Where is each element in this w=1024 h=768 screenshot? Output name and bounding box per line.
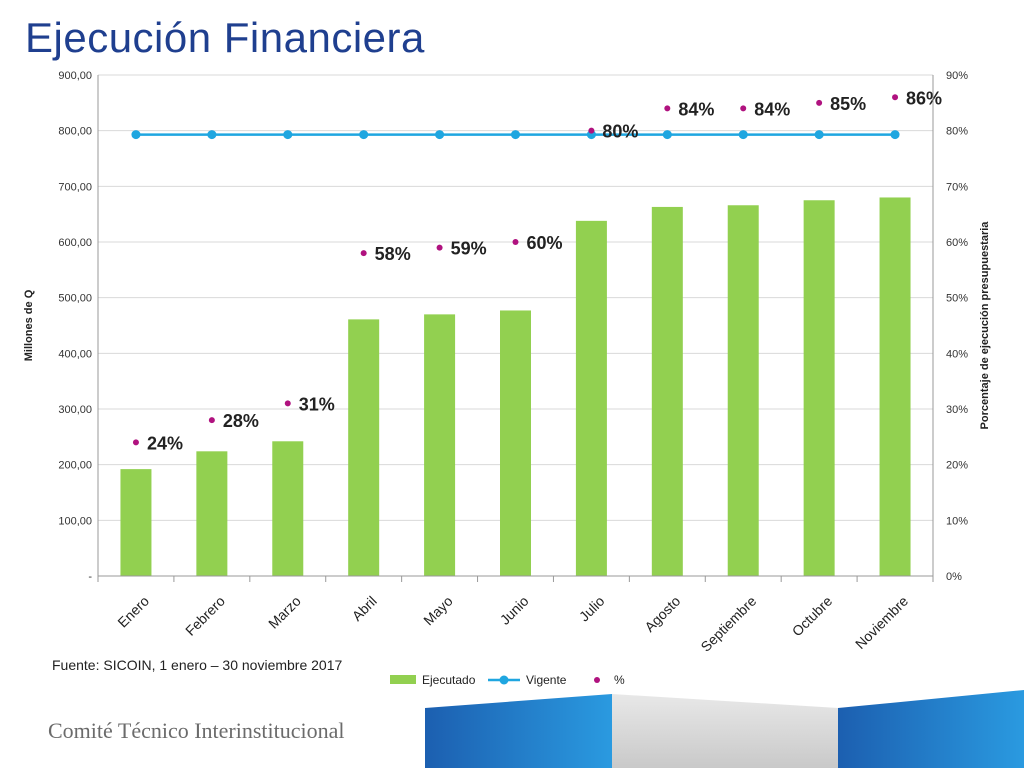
vigente-point	[435, 130, 445, 140]
vigente-point	[662, 130, 672, 140]
percent-point	[436, 244, 443, 251]
ejecutado-bar	[424, 314, 456, 576]
vigente-point	[359, 130, 369, 140]
ejecutado-bar	[727, 205, 759, 576]
percent-label: 58%	[375, 244, 411, 264]
y2-tick-label: 30%	[946, 404, 968, 416]
legend-swatch-ejecutado	[390, 675, 416, 684]
y2-tick-label: 10%	[946, 515, 968, 527]
vigente-point	[283, 130, 293, 140]
ejecutado-bar	[120, 469, 152, 576]
percent-label: 84%	[754, 99, 790, 119]
y-tick-label: 500,00	[58, 293, 92, 305]
x-tick-label: Agosto	[641, 593, 683, 635]
x-tick-label: Mayo	[420, 593, 456, 629]
ejecutado-bar	[879, 197, 911, 576]
legend-label-ejecutado: Ejecutado	[422, 673, 476, 687]
y-tick-label: -	[88, 571, 92, 583]
y-tick-label: 100,00	[58, 515, 92, 527]
percent-point	[664, 105, 671, 112]
legend: Ejecutado Vigente%	[390, 673, 625, 687]
vigente-point	[814, 130, 824, 140]
y2-axis-title: Porcentaje de ejecución presupuestaria	[979, 221, 991, 430]
percent-point	[284, 400, 291, 407]
y-tick-label: 200,00	[58, 460, 92, 472]
legend-label-percent: %	[614, 673, 625, 687]
vigente-point	[890, 130, 900, 140]
y2-tick-label: 0%	[946, 571, 962, 583]
x-tick-label: Junio	[497, 593, 532, 628]
x-tick-label: Noviembre	[852, 593, 911, 652]
y-tick-label: 900,00	[58, 70, 92, 82]
percent-label: 60%	[527, 233, 563, 253]
percent-point	[512, 239, 519, 245]
percent-label: 31%	[299, 394, 335, 414]
x-tick-label: Julio	[576, 593, 608, 625]
y2-tick-label: 40%	[946, 348, 968, 360]
percent-label: 85%	[830, 94, 866, 114]
x-tick-label: Enero	[114, 593, 152, 631]
percent-label: 80%	[602, 122, 638, 142]
percent-point	[208, 417, 215, 424]
legend-marker-vigente	[499, 675, 509, 685]
vigente-point	[511, 130, 520, 140]
y2-tick-label: 50%	[946, 293, 968, 305]
vigente-point	[131, 130, 141, 140]
percent-label: 84%	[678, 99, 714, 119]
y-tick-label: 300,00	[58, 404, 92, 416]
percent-point	[360, 250, 367, 257]
y-axis-title: Millones de Q	[23, 289, 35, 361]
y2-tick-label: 60%	[946, 237, 968, 249]
percent-label: 59%	[451, 239, 487, 259]
y2-tick-label: 70%	[946, 181, 968, 193]
percent-label: 24%	[147, 433, 183, 453]
footer-organization: Comité Técnico Interinstitucional	[48, 718, 345, 743]
y2-tick-label: 80%	[946, 126, 968, 138]
percent-label: 28%	[223, 411, 259, 431]
x-tick-label: Marzo	[265, 593, 304, 632]
slide-title: Ejecución Financiera	[25, 14, 425, 61]
ejecutado-bars	[120, 197, 911, 576]
y2-tick-label: 20%	[946, 460, 968, 472]
percent-point	[892, 94, 899, 101]
ejecutado-bar	[575, 220, 607, 576]
vigente-point	[738, 130, 748, 140]
vigente-line	[131, 130, 900, 140]
legend-marker-percent	[594, 677, 600, 683]
percent-point	[132, 439, 139, 446]
x-tick-label: Febrero	[182, 593, 228, 639]
x-tick-label: Abril	[349, 593, 380, 624]
y2-tick-label: 90%	[946, 70, 968, 82]
y-tick-label: 700,00	[58, 181, 92, 193]
ejecutado-bar	[803, 200, 835, 576]
percent-label: 86%	[906, 88, 942, 108]
ejecutado-bar	[651, 206, 683, 576]
percent-point	[740, 105, 747, 112]
y-tick-label: 800,00	[58, 126, 92, 138]
ejecutado-bar	[272, 441, 304, 576]
ejecutado-bar	[348, 319, 380, 576]
percent-point	[816, 99, 823, 106]
x-tick-label: Septiembre	[697, 593, 759, 655]
legend-label-vigente: Vigente	[526, 673, 567, 687]
y-tick-label: 400,00	[58, 348, 92, 360]
percent-point	[588, 127, 595, 134]
x-tick-label: Octubre	[789, 593, 836, 640]
ejecutado-bar	[500, 310, 531, 576]
source-note: Fuente: SICOIN, 1 enero – 30 noviembre 2…	[52, 657, 343, 673]
ejecutado-bar	[196, 451, 228, 576]
y-tick-label: 600,00	[58, 237, 92, 249]
financial-execution-chart: 24% 28% 31% 58% 59% 60% 80% 84% 84% 85% 86% - 100,0…	[23, 70, 991, 687]
vigente-point	[207, 130, 217, 140]
